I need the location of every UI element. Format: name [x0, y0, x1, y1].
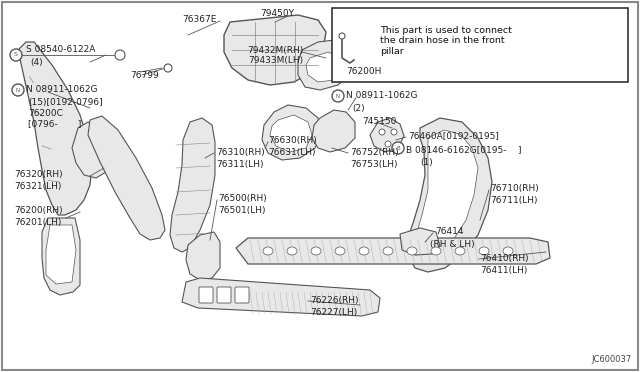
FancyBboxPatch shape [217, 287, 231, 303]
Polygon shape [368, 44, 382, 60]
Polygon shape [186, 232, 220, 280]
Circle shape [392, 142, 404, 154]
Text: 76630(RH): 76630(RH) [268, 135, 317, 144]
Text: 79433M(LH): 79433M(LH) [248, 55, 303, 64]
Text: 76226(RH): 76226(RH) [310, 295, 358, 305]
Polygon shape [306, 52, 344, 82]
Text: (2): (2) [352, 103, 365, 112]
Text: (RH & LH): (RH & LH) [430, 240, 475, 248]
Text: 76321(LH): 76321(LH) [14, 183, 61, 192]
Text: 76631(LH): 76631(LH) [268, 148, 316, 157]
Ellipse shape [287, 247, 297, 255]
Text: B: B [396, 145, 400, 151]
Text: (15)[0192-0796]: (15)[0192-0796] [28, 97, 102, 106]
Ellipse shape [263, 247, 273, 255]
Circle shape [379, 129, 385, 135]
Circle shape [10, 49, 22, 61]
Polygon shape [408, 118, 492, 272]
Text: 76711(LH): 76711(LH) [490, 196, 538, 205]
Text: 76753(LH): 76753(LH) [350, 160, 397, 169]
Text: 76227(LH): 76227(LH) [310, 308, 357, 317]
Polygon shape [224, 15, 326, 85]
Text: 76200H: 76200H [346, 67, 381, 77]
FancyBboxPatch shape [332, 8, 628, 82]
Ellipse shape [479, 247, 489, 255]
Text: 79450Y: 79450Y [260, 10, 294, 19]
Text: 76410(RH): 76410(RH) [480, 253, 529, 263]
Polygon shape [170, 118, 215, 252]
Polygon shape [416, 130, 478, 258]
Text: 76500(RH): 76500(RH) [218, 193, 267, 202]
FancyBboxPatch shape [235, 287, 249, 303]
Text: 76501(LH): 76501(LH) [218, 205, 266, 215]
Circle shape [332, 90, 344, 102]
Text: 76200(RH): 76200(RH) [14, 205, 63, 215]
Polygon shape [236, 238, 550, 264]
Ellipse shape [431, 247, 441, 255]
Text: 76710(RH): 76710(RH) [490, 183, 539, 192]
Ellipse shape [503, 247, 513, 255]
Text: 79432M(RH): 79432M(RH) [247, 45, 303, 55]
Circle shape [339, 33, 345, 39]
Text: JC600037: JC600037 [592, 355, 632, 364]
Circle shape [115, 50, 125, 60]
Polygon shape [46, 225, 76, 284]
Text: 76320(RH): 76320(RH) [14, 170, 63, 180]
Text: (1): (1) [420, 157, 433, 167]
Text: 76799: 76799 [130, 71, 159, 80]
Text: S: S [14, 52, 18, 58]
Polygon shape [42, 218, 80, 295]
Text: 76460A[0192-0195]: 76460A[0192-0195] [408, 131, 499, 141]
Ellipse shape [311, 247, 321, 255]
Polygon shape [182, 278, 380, 316]
Text: B 08146-6162G[0195-    ]: B 08146-6162G[0195- ] [406, 145, 522, 154]
FancyBboxPatch shape [199, 287, 213, 303]
Text: 76310(RH): 76310(RH) [216, 148, 265, 157]
Text: 76201(LH): 76201(LH) [14, 218, 61, 227]
Text: 76414: 76414 [435, 228, 463, 237]
Text: 76752(RH): 76752(RH) [350, 148, 399, 157]
Text: 76311(LH): 76311(LH) [216, 160, 264, 169]
Polygon shape [370, 118, 404, 152]
Circle shape [391, 129, 397, 135]
Text: N 08911-1062G: N 08911-1062G [26, 86, 97, 94]
Polygon shape [312, 110, 355, 152]
Circle shape [164, 64, 172, 72]
Text: [0796-       ]: [0796- ] [28, 119, 81, 128]
Polygon shape [270, 115, 312, 152]
Text: N: N [336, 93, 340, 99]
Polygon shape [262, 105, 322, 160]
Ellipse shape [407, 247, 417, 255]
Text: (4): (4) [30, 58, 43, 67]
Polygon shape [18, 42, 92, 215]
Text: S 08540-6122A: S 08540-6122A [26, 45, 95, 55]
Text: 76367E: 76367E [182, 16, 216, 25]
Text: N 08911-1062G: N 08911-1062G [346, 92, 417, 100]
Text: 76200C: 76200C [28, 109, 63, 118]
Polygon shape [72, 122, 112, 178]
Polygon shape [88, 116, 165, 240]
Polygon shape [400, 228, 440, 255]
Circle shape [385, 141, 391, 147]
Ellipse shape [455, 247, 465, 255]
Ellipse shape [335, 247, 345, 255]
Text: 76411(LH): 76411(LH) [480, 266, 527, 275]
Text: 745150: 745150 [362, 118, 396, 126]
Ellipse shape [359, 247, 369, 255]
Ellipse shape [383, 247, 393, 255]
Polygon shape [298, 40, 354, 90]
Text: N: N [16, 87, 20, 93]
Circle shape [12, 84, 24, 96]
Text: This part is used to connect
the drain hose in the front
pillar: This part is used to connect the drain h… [380, 26, 512, 56]
